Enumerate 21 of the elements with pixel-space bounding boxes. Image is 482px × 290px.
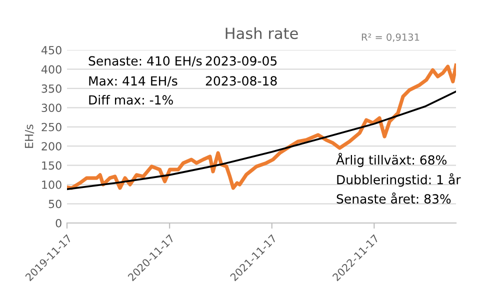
- chart-title: Hash rate: [226, 27, 298, 40]
- annotation: Max: 414 EH/s: [89, 76, 178, 87]
- y-tick-label: 150: [42, 161, 62, 170]
- y-tick-label: 100: [42, 180, 62, 189]
- y-tick-label: 0: [56, 218, 62, 228]
- y-tick-label: 300: [42, 104, 62, 112]
- y-tick-label: 50: [48, 200, 62, 208]
- y-tick-label: 400: [41, 65, 62, 74]
- annotation: Diff max: -1%: [89, 94, 173, 105]
- text: R² = 0,9131: [362, 33, 420, 42]
- annotation: Årlig tillväxt: 68%: [336, 152, 446, 168]
- y-axis-title: EH/s: [24, 124, 34, 148]
- annotation: Dubbleringstid: 1 år: [337, 173, 461, 187]
- annotation: 2023-09-05: [206, 56, 277, 66]
- annotation: 2023-08-18: [206, 76, 277, 86]
- y-tick-label: 200: [42, 142, 62, 150]
- y-tick-label: 350: [42, 84, 62, 93]
- annotation: Senaste året: 83%: [336, 192, 451, 204]
- annotation: Senaste: 410 EH/s: [88, 56, 202, 67]
- y-tick-label: 250: [42, 122, 62, 132]
- y-tick-label: 450: [41, 46, 62, 54]
